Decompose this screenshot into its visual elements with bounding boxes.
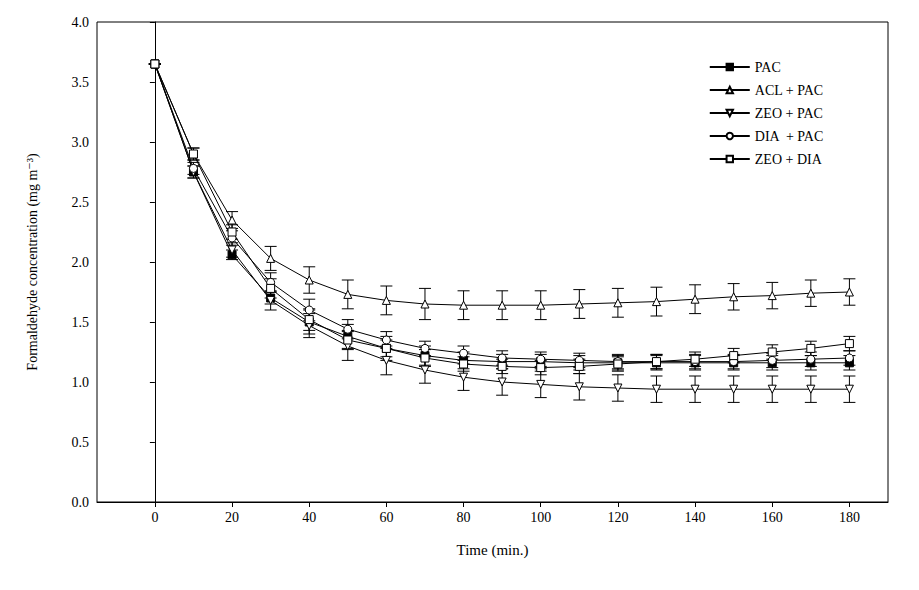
svg-text:80: 80 [457,510,471,525]
svg-text:160: 160 [762,510,783,525]
svg-text:0.0: 0.0 [72,495,90,510]
svg-text:20: 20 [225,510,239,525]
svg-text:140: 140 [685,510,706,525]
svg-text:120: 120 [607,510,628,525]
svg-text:1.5: 1.5 [72,315,90,330]
svg-text:2.5: 2.5 [72,195,90,210]
svg-text:2.0: 2.0 [72,255,90,270]
svg-text:DIA + PAC: DIA + PAC [755,129,823,144]
svg-text:PAC: PAC [755,60,781,75]
svg-text:60: 60 [379,510,393,525]
svg-text:ZEO + PAC: ZEO + PAC [755,106,823,121]
svg-text:Formaldehyde concentration (mg: Formaldehyde concentration (mg m⁻³) [25,153,41,371]
svg-text:Time (min.): Time (min.) [457,542,529,559]
svg-text:180: 180 [839,510,860,525]
svg-text:100: 100 [530,510,551,525]
svg-text:ZEO + DIA: ZEO + DIA [755,152,823,167]
svg-text:3.0: 3.0 [72,135,90,150]
svg-text:4.0: 4.0 [72,15,90,30]
svg-text:3.5: 3.5 [72,75,90,90]
svg-text:0.5: 0.5 [72,435,90,450]
svg-text:1.0: 1.0 [72,375,90,390]
svg-text:0: 0 [151,510,158,525]
svg-text:40: 40 [302,510,316,525]
svg-text:ACL + PAC: ACL + PAC [755,83,823,98]
